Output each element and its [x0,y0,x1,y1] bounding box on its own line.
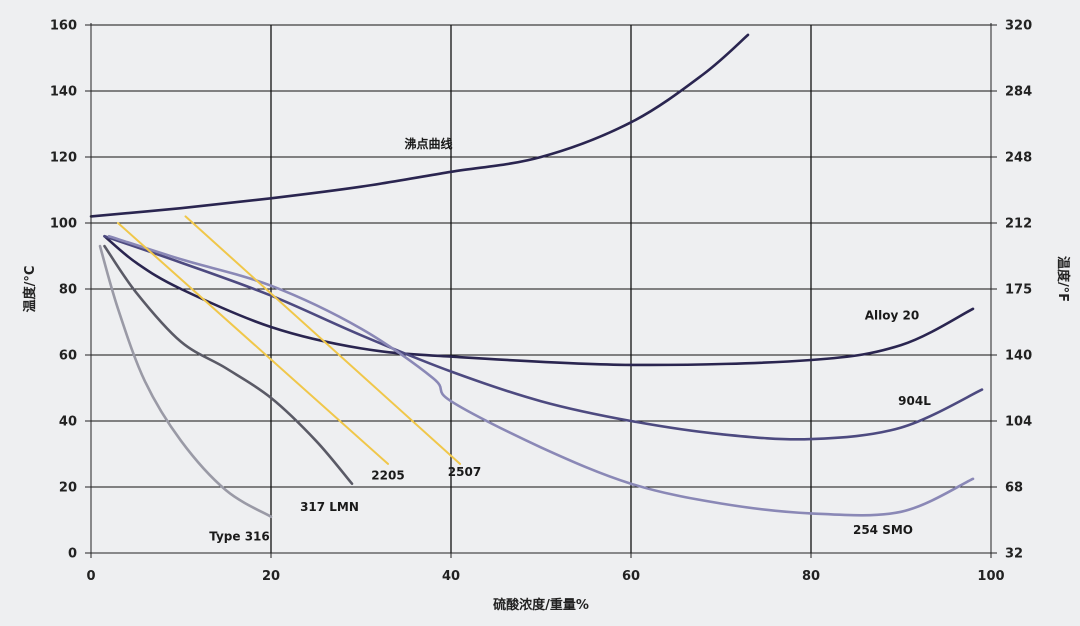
y-tick-label-right: 68 [1005,481,1023,496]
y-tick-label-right: 248 [1005,151,1032,166]
y-tick-label-right: 320 [1005,19,1032,34]
y-tick-label-left: 160 [50,19,77,34]
y-tick-label-left: 140 [50,85,77,100]
x-tick-label: 0 [86,569,95,584]
series-label: 904L [898,394,931,408]
grid [91,24,991,553]
x-tick-label: 60 [622,569,640,584]
y-axis-title-left: 温度/°C [22,266,38,313]
series-line-254-smo [107,234,975,517]
series-label: Type 316 [209,530,270,544]
tick-labels: 0 20 40 60 80 100 120 140 160 32 68 104 140 175 212 248… [50,19,1032,585]
x-tick-label: 20 [262,569,280,584]
axes [85,23,997,558]
series-line-317-lmn [103,244,354,485]
series-line-type-316 [98,244,273,518]
x-tick-label: 100 [977,569,1004,584]
y-tick-label-right: 175 [1005,283,1032,298]
series-line-2507 [184,215,461,465]
series-line-2205 [117,222,389,465]
series-line-沸点曲线 [89,33,750,218]
series-label: 2205 [371,468,404,482]
series-label: 254 SMO [853,523,913,537]
series-line-904l [103,234,984,441]
series-labels: 沸点曲线 Alloy 20 904L 254 SMO 2205 2507 317 LMN Ty… [209,136,931,544]
y-tick-label-right: 140 [1005,349,1032,364]
series-label: Alloy 20 [865,308,919,322]
y-tick-label-right: 104 [1005,415,1032,430]
y-tick-label-left: 0 [68,547,77,562]
y-tick-label-left: 40 [59,415,77,430]
series-layer [89,33,984,518]
series-label: 2507 [448,465,481,479]
x-tick-label: 40 [442,569,460,584]
x-tick-label: 80 [802,569,820,584]
series-line-alloy-20 [103,234,975,367]
y-tick-label-right: 284 [1005,85,1032,100]
y-axis-title-right: 温度/°F [1055,256,1071,302]
y-tick-label-left: 120 [50,151,77,166]
y-tick-label-left: 100 [50,217,77,232]
x-axis-title: 硫酸浓度/重量% [493,597,589,613]
series-label: 317 LMN [300,500,359,514]
y-tick-label-left: 80 [59,283,77,298]
y-tick-label-left: 60 [59,349,77,364]
y-tick-label-left: 20 [59,481,77,496]
y-tick-label-right: 212 [1005,217,1032,232]
series-label: 沸点曲线 [404,136,452,151]
y-tick-label-right: 32 [1005,547,1023,562]
